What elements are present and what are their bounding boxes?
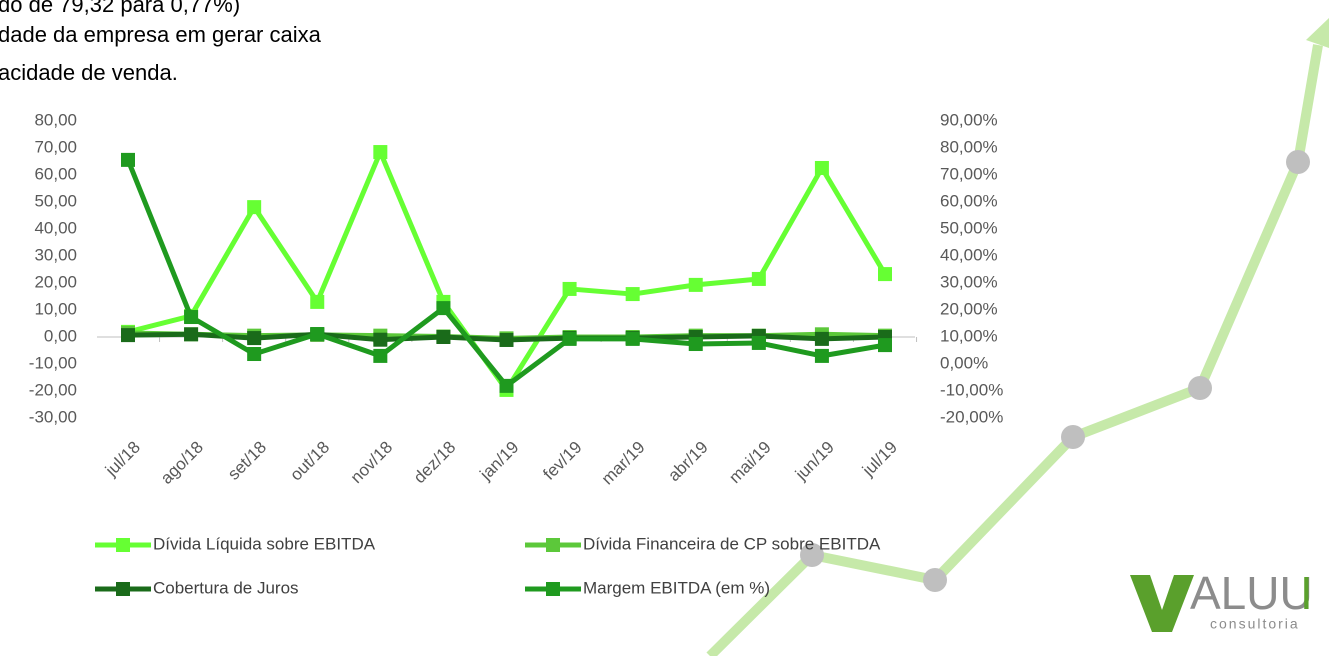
legend-marker [116, 582, 130, 596]
y-tick-label: 20,00 [34, 272, 77, 291]
slide: do de 79,32 para 0,77%) dade da empresa … [0, 0, 1329, 656]
legend-marker [546, 582, 560, 596]
legend-label: Margem EBITDA (em %) [583, 578, 770, 597]
y-tick-label: 50,00 [34, 191, 77, 210]
y2-tick-label: 40,00% [940, 245, 998, 264]
x-tick-label: out/18 [286, 438, 333, 485]
logo-tagline: consultoria [1210, 616, 1300, 632]
x-tick-label: jul/18 [101, 438, 144, 481]
point-marker [689, 337, 703, 351]
y-tick-label: 60,00 [34, 164, 77, 183]
point-marker [815, 332, 829, 346]
y-tick-label: 70,00 [34, 137, 77, 156]
point-marker [373, 333, 387, 347]
legend-label: Cobertura de Juros [153, 578, 299, 597]
chart: 80,00 70,00 60,00 50,00 40,00 30,00 20,00 10,00… [29, 110, 1004, 597]
point-marker [436, 301, 450, 315]
point-marker [373, 145, 387, 159]
legend-label: Dívida Líquida sobre EBITDA [153, 534, 376, 553]
point-marker [500, 333, 514, 347]
point-marker [247, 347, 261, 361]
point-marker [626, 287, 640, 301]
point-marker [373, 349, 387, 363]
point-marker [752, 272, 766, 286]
logo-text: ALUU [1190, 567, 1313, 619]
y2-tick-label: 60,00% [940, 191, 998, 210]
x-tick-label: mai/19 [725, 438, 775, 488]
page: {"intro_lines": ["do de 79,32 para 0,77%… [0, 0, 1329, 656]
point-marker [436, 330, 450, 344]
legend-marker [546, 538, 560, 552]
y-tick-label: -10,00 [29, 353, 77, 372]
point-marker [121, 153, 135, 167]
x-tick-label: jan/19 [476, 438, 523, 485]
y-tick-label: -20,00 [29, 380, 77, 399]
y2-tick-label: -10,00% [940, 380, 1003, 399]
point-marker [878, 267, 892, 281]
y2-tick-label: 90,00% [940, 110, 998, 129]
arrow-head [1306, 18, 1329, 48]
x-tick-label: jul/19 [858, 438, 901, 481]
y-tick-label: 40,00 [34, 218, 77, 237]
point-marker [310, 327, 324, 341]
point-marker [878, 338, 892, 352]
intro-text: do de 79,32 para 0,77%) [0, 0, 240, 17]
y2-tick-label: 30,00% [940, 272, 998, 291]
series-line [128, 160, 885, 386]
x-tick-label: mar/19 [598, 438, 649, 489]
point-marker [626, 332, 640, 346]
legend-marker [116, 538, 130, 552]
x-tick-label: fev/19 [539, 438, 585, 484]
y2-tick-label: 80,00% [940, 137, 998, 156]
point-marker [310, 295, 324, 309]
y2-tick-label: -20,00% [940, 407, 1003, 426]
point-marker [563, 332, 577, 346]
point-marker [815, 161, 829, 175]
x-tick-label: jun/19 [791, 438, 838, 485]
arrow-dot [1286, 150, 1310, 174]
logo-mark [1130, 575, 1194, 632]
arrow-dot [1061, 425, 1085, 449]
y2-tick-label: 20,00% [940, 299, 998, 318]
point-marker [563, 282, 577, 296]
x-tick-label: abr/19 [664, 438, 712, 486]
point-marker [184, 310, 198, 324]
y-tick-label: 0,00 [44, 326, 77, 345]
intro-text: acidade de venda. [0, 60, 178, 85]
y2-tick-label: 70,00% [940, 164, 998, 183]
y-tick-label: 80,00 [34, 110, 77, 129]
point-marker [689, 278, 703, 292]
point-marker [815, 349, 829, 363]
x-tick-label: set/18 [224, 438, 270, 484]
point-marker [247, 331, 261, 345]
logo-text: I [1300, 567, 1313, 619]
series-line [128, 152, 885, 390]
y2-tick-label: 0,00% [940, 353, 988, 372]
point-marker [121, 328, 135, 342]
legend-label: Dívida Financeira de CP sobre EBITDA [583, 534, 881, 553]
point-marker [184, 327, 198, 341]
y-tick-label: -30,00 [29, 407, 77, 426]
point-marker [247, 200, 261, 214]
arrow-dot [1188, 376, 1212, 400]
point-marker [752, 336, 766, 350]
arrow-dot [923, 568, 947, 592]
logo: ALUU I consultoria [1130, 567, 1313, 632]
x-tick-label: ago/18 [157, 438, 207, 488]
intro-text: dade da empresa em gerar caixa [0, 22, 322, 47]
point-marker [500, 379, 514, 393]
y-tick-label: 30,00 [34, 245, 77, 264]
y2-tick-label: 10,00% [940, 326, 998, 345]
x-tick-label: dez/18 [410, 438, 460, 488]
y-tick-label: 10,00 [34, 299, 77, 318]
x-tick-label: nov/18 [347, 438, 397, 488]
y2-tick-label: 50,00% [940, 218, 998, 237]
